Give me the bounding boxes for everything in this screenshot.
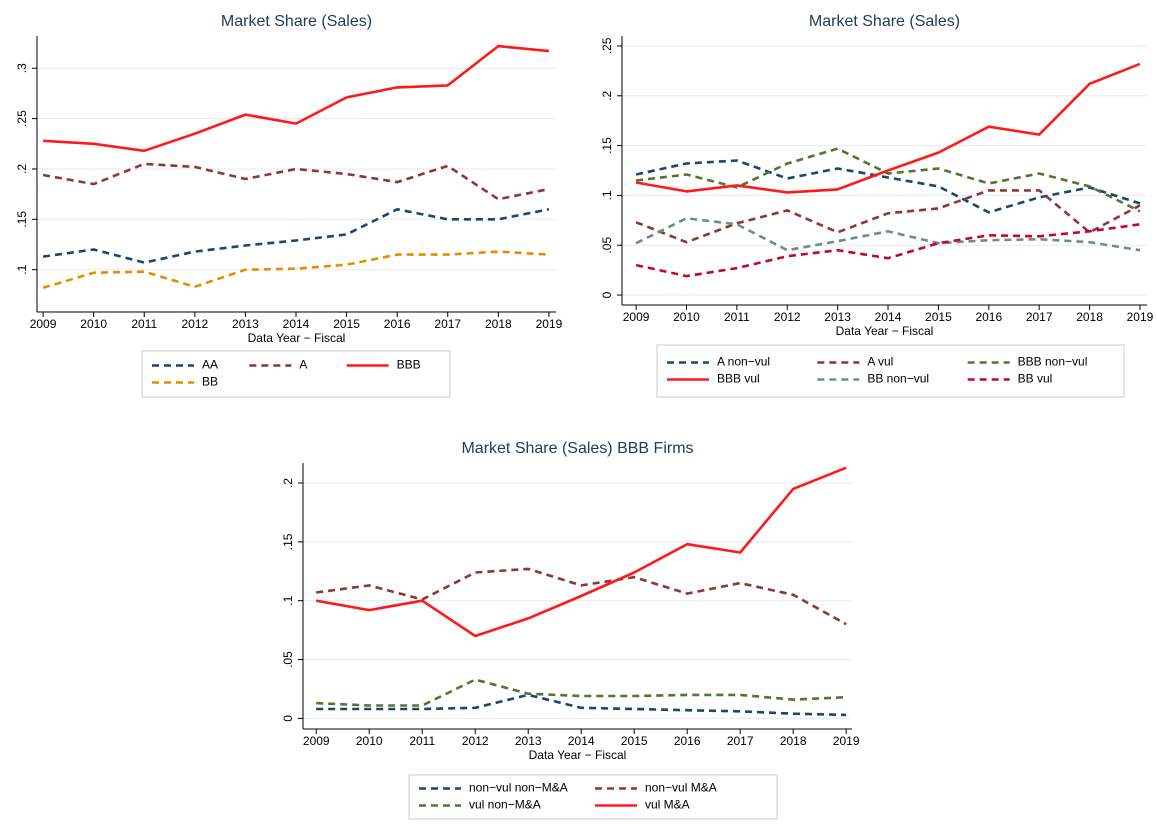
x-axis-label: Data Year − Fiscal — [529, 748, 627, 762]
series-line — [635, 189, 1141, 244]
series-line — [316, 567, 847, 626]
legend-label: AA — [202, 358, 218, 372]
x-tick-label: 2011 — [724, 310, 750, 324]
series-line — [316, 693, 847, 717]
x-tick-label: 2011 — [131, 317, 157, 331]
legend-label: BB — [202, 375, 218, 389]
series-line — [315, 466, 847, 638]
series-line — [635, 223, 1141, 278]
legend-label: BBB — [397, 358, 421, 372]
x-tick-label: 2013 — [232, 317, 259, 331]
y-tick-label: .2 — [281, 478, 295, 488]
series-line — [42, 250, 549, 290]
legend-label: A non−vul — [717, 355, 770, 369]
legend-box — [408, 774, 778, 820]
legend-label: vul M&A — [645, 798, 690, 812]
x-tick-label: 2015 — [925, 310, 952, 324]
y-tick-label: .1 — [600, 190, 614, 200]
x-tick-label: 2016 — [384, 317, 411, 331]
legend-label: non−vul M&A — [645, 781, 717, 795]
x-axis-label: Data Year − Fiscal — [248, 331, 346, 345]
x-tick-label: 2019 — [833, 734, 860, 748]
x-tick-label: 2009 — [30, 317, 57, 331]
legend-label: non−vul non−M&A — [469, 781, 568, 795]
x-tick-label: 2016 — [674, 734, 701, 748]
y-tick-label: .05 — [281, 651, 295, 668]
x-tick-label: 2014 — [875, 310, 902, 324]
x-tick-label: 2012 — [462, 734, 489, 748]
y-tick-label: .15 — [281, 533, 295, 550]
x-tick-label: 2017 — [434, 317, 461, 331]
x-tick-label: 2018 — [1076, 310, 1103, 324]
x-tick-label: 2018 — [780, 734, 807, 748]
series-line — [635, 147, 1141, 213]
chart-title: Market Share (Sales) BBB Firms — [461, 440, 693, 457]
x-tick-label: 2015 — [621, 734, 648, 748]
y-tick-label: .1 — [15, 264, 29, 274]
chart: Market Share (Sales) BBB Firms 0 .05 .1 .15.… — [281, 440, 860, 820]
x-tick-label: 2010 — [80, 317, 107, 331]
y-tick-label: 0 — [281, 715, 295, 722]
x-axis-label: Data Year − Fiscal — [836, 324, 934, 338]
x-tick-label: 2012 — [774, 310, 801, 324]
y-tick-label: .15 — [600, 137, 614, 154]
legend-label: BBB vul — [717, 372, 760, 386]
x-tick-label: 2011 — [409, 734, 435, 748]
series-line — [635, 62, 1141, 194]
series-line — [635, 159, 1141, 214]
series-line — [316, 678, 847, 707]
chart: Market Share (Sales) 0 .05 .1 .15 .2 .25 2009 20… — [600, 13, 1154, 398]
series-line — [43, 44, 550, 153]
legend-label: A vul — [867, 355, 893, 369]
y-tick-label: 0 — [600, 291, 614, 298]
y-tick-label: .1 — [281, 595, 295, 605]
legend-label: BBB non−vul — [1018, 355, 1088, 369]
x-tick-label: 2019 — [536, 317, 563, 331]
x-tick-label: 2019 — [1127, 310, 1154, 324]
legend-label: vul non−M&A — [469, 798, 541, 812]
x-tick-label: 2017 — [727, 734, 754, 748]
x-tick-label: 2013 — [515, 734, 542, 748]
legend-label: BB vul — [1018, 372, 1053, 386]
chart-title: Market Share (Sales) — [809, 13, 960, 30]
chart: Market Share (Sales) .1 .15 .2 .25 .3 2009 2010… — [15, 13, 563, 398]
series-line — [42, 208, 550, 264]
x-tick-label: 2009 — [303, 734, 330, 748]
x-tick-label: 2018 — [485, 317, 512, 331]
x-tick-label: 2013 — [824, 310, 851, 324]
y-tick-label: .25 — [600, 37, 614, 54]
legend-box — [656, 344, 1125, 398]
legend-label: A — [299, 358, 307, 372]
y-tick-label: .25 — [15, 110, 29, 127]
legend-box — [141, 350, 451, 398]
legend-label: BB non−vul — [867, 372, 929, 386]
series-line — [42, 162, 550, 201]
x-tick-label: 2010 — [673, 310, 700, 324]
x-tick-label: 2012 — [181, 317, 208, 331]
x-tick-label: 2014 — [568, 734, 595, 748]
y-tick-label: .3 — [15, 63, 29, 73]
x-tick-label: 2016 — [975, 310, 1002, 324]
x-tick-label: 2009 — [623, 310, 650, 324]
y-tick-label: .15 — [15, 211, 29, 228]
chart-title: Market Share (Sales) — [221, 13, 372, 30]
x-tick-label: 2010 — [356, 734, 383, 748]
y-tick-label: .2 — [15, 164, 29, 174]
x-tick-label: 2014 — [283, 317, 310, 331]
x-tick-label: 2015 — [333, 317, 360, 331]
series-line — [635, 217, 1141, 252]
y-tick-label: .2 — [600, 90, 614, 100]
y-tick-label: .05 — [600, 237, 614, 254]
x-tick-label: 2017 — [1026, 310, 1053, 324]
